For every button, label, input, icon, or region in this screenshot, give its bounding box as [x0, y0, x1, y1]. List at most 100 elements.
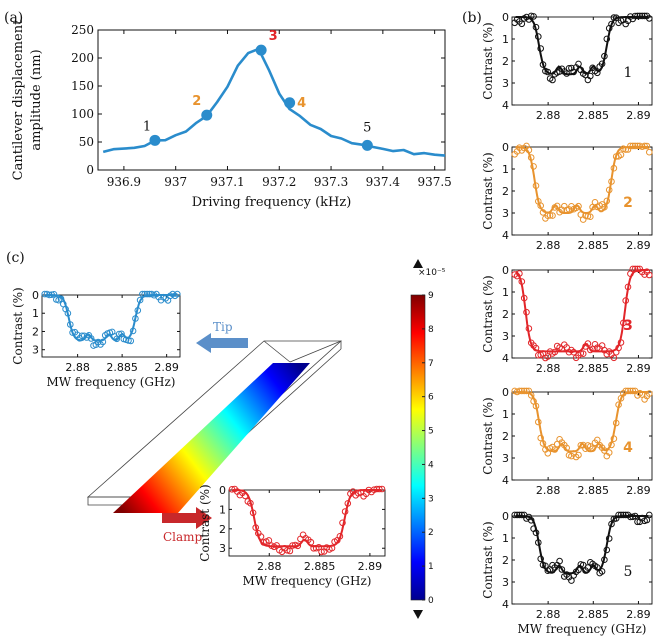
tip-label: Tip: [213, 320, 233, 334]
y-tick-label: 4: [502, 229, 509, 242]
colorbar-tick-label: 3: [428, 494, 434, 504]
data-point: [544, 68, 552, 76]
point-label: 5: [363, 120, 371, 135]
y-tick-label: 4: [502, 99, 509, 112]
data-point: [141, 290, 148, 298]
data-point: [634, 518, 641, 526]
colorbar: ×10⁻⁵ 0 1 2 3 4 5 6 7 8 9: [410, 259, 446, 619]
y-axis-label: Contrast (%): [198, 484, 212, 561]
data-point: [612, 14, 620, 22]
colorbar-up-triangle-icon: [413, 259, 423, 268]
colorbar-tick-label: 9: [428, 291, 434, 301]
data-point: [563, 444, 571, 452]
data-point: [598, 60, 606, 68]
right-arrow-icon: [162, 507, 212, 529]
data-point: [584, 212, 592, 220]
data-point: [610, 14, 618, 21]
tip-arrow: Tip: [196, 320, 248, 353]
y-axis-label-line1: Cantilever displacement: [11, 19, 26, 180]
panel-label-b: (b): [462, 10, 482, 26]
x-tick-label: 2.88: [536, 362, 561, 375]
data-point: [525, 325, 533, 332]
y-tick-label: 3: [502, 576, 509, 589]
y-tick-label: 2: [32, 325, 39, 338]
data-point: [636, 12, 644, 20]
data-point: [558, 566, 566, 573]
data-point: [532, 402, 540, 410]
data-point: [523, 387, 530, 395]
data-point: [629, 387, 637, 395]
data-point: [530, 13, 537, 20]
data-point: [532, 23, 540, 31]
x-tick-label: 2.88: [65, 361, 90, 374]
colorbar-down-triangle-icon: [413, 610, 423, 619]
y-axis-label: Contrast (%): [481, 521, 495, 598]
y-tick-label: 3: [502, 77, 509, 90]
data-point: [544, 212, 552, 219]
panel-label-a: (a): [4, 10, 23, 26]
data-point: [617, 339, 625, 346]
data-point: [174, 290, 181, 298]
data-point: [624, 283, 632, 291]
data-point: [273, 542, 281, 549]
data-point: [631, 265, 639, 273]
data-point: [532, 182, 540, 189]
x-tick-label: 2.88: [536, 484, 561, 497]
data-point: [523, 308, 530, 316]
panel-label-c: (c): [6, 250, 25, 266]
data-point: [546, 212, 554, 219]
data-point: [629, 265, 637, 273]
spectrum-frame: [511, 16, 653, 106]
x-tick-label: 2.885: [578, 239, 610, 252]
x-tick-label: 2.89: [626, 484, 651, 497]
data-point: [646, 148, 653, 156]
data-point: [378, 485, 386, 493]
data-point: [622, 387, 630, 395]
data-point: [575, 202, 582, 210]
data-point: [344, 500, 352, 507]
data-point: [568, 577, 575, 584]
data-point: [376, 485, 383, 493]
data-point: [643, 142, 651, 150]
cantilever-simulation: Tip Clamp ×10⁻⁵ 0 1 2 3 4 5 6 7 8 9 0 1 2 3 2.88 2.885…: [11, 259, 446, 619]
y-tick-label: 1: [502, 163, 509, 176]
y-tick-label: 2: [502, 185, 509, 198]
data-point: [610, 435, 618, 443]
data-point: [587, 213, 594, 220]
data-point: [535, 418, 542, 426]
x-tick-label: 937.4: [366, 175, 401, 189]
data-point: [646, 271, 653, 279]
data-point: [307, 538, 315, 546]
data-point: [247, 499, 254, 507]
data-point: [125, 337, 132, 344]
y-tick-label: 0: [86, 163, 94, 177]
data-point: [620, 511, 627, 519]
y-tick-label: 3: [502, 330, 509, 343]
x-tick-label: 2.88: [536, 608, 561, 621]
data-point: [627, 142, 634, 150]
spectrum-index-label: 3: [623, 318, 633, 334]
data-point: [601, 203, 608, 211]
y-axis-label: Contrast (%): [481, 152, 495, 229]
data-point: [634, 142, 641, 150]
cantilever-beam: [113, 363, 310, 513]
y-tick-label: 0: [502, 141, 509, 154]
spectrum-frame: [511, 515, 653, 605]
data-point: [41, 290, 49, 298]
data-point: [638, 12, 646, 20]
x-tick-label: 2.885: [578, 608, 610, 621]
y-tick-label: 150: [71, 79, 94, 93]
x-axis-label: MW frequency (GHz): [242, 574, 371, 588]
spectrum-index-label: 2: [623, 195, 633, 211]
spectrum-frame: [41, 294, 181, 358]
data-point: [518, 278, 526, 285]
data-point: [594, 69, 601, 77]
y-tick-label: 200: [71, 51, 94, 65]
data-point: [46, 291, 53, 299]
data-point: [57, 295, 65, 303]
y-axis-label-line2: amplitude (nm): [29, 49, 44, 150]
data-point: [641, 142, 648, 150]
y-tick-label: 3: [502, 452, 509, 465]
